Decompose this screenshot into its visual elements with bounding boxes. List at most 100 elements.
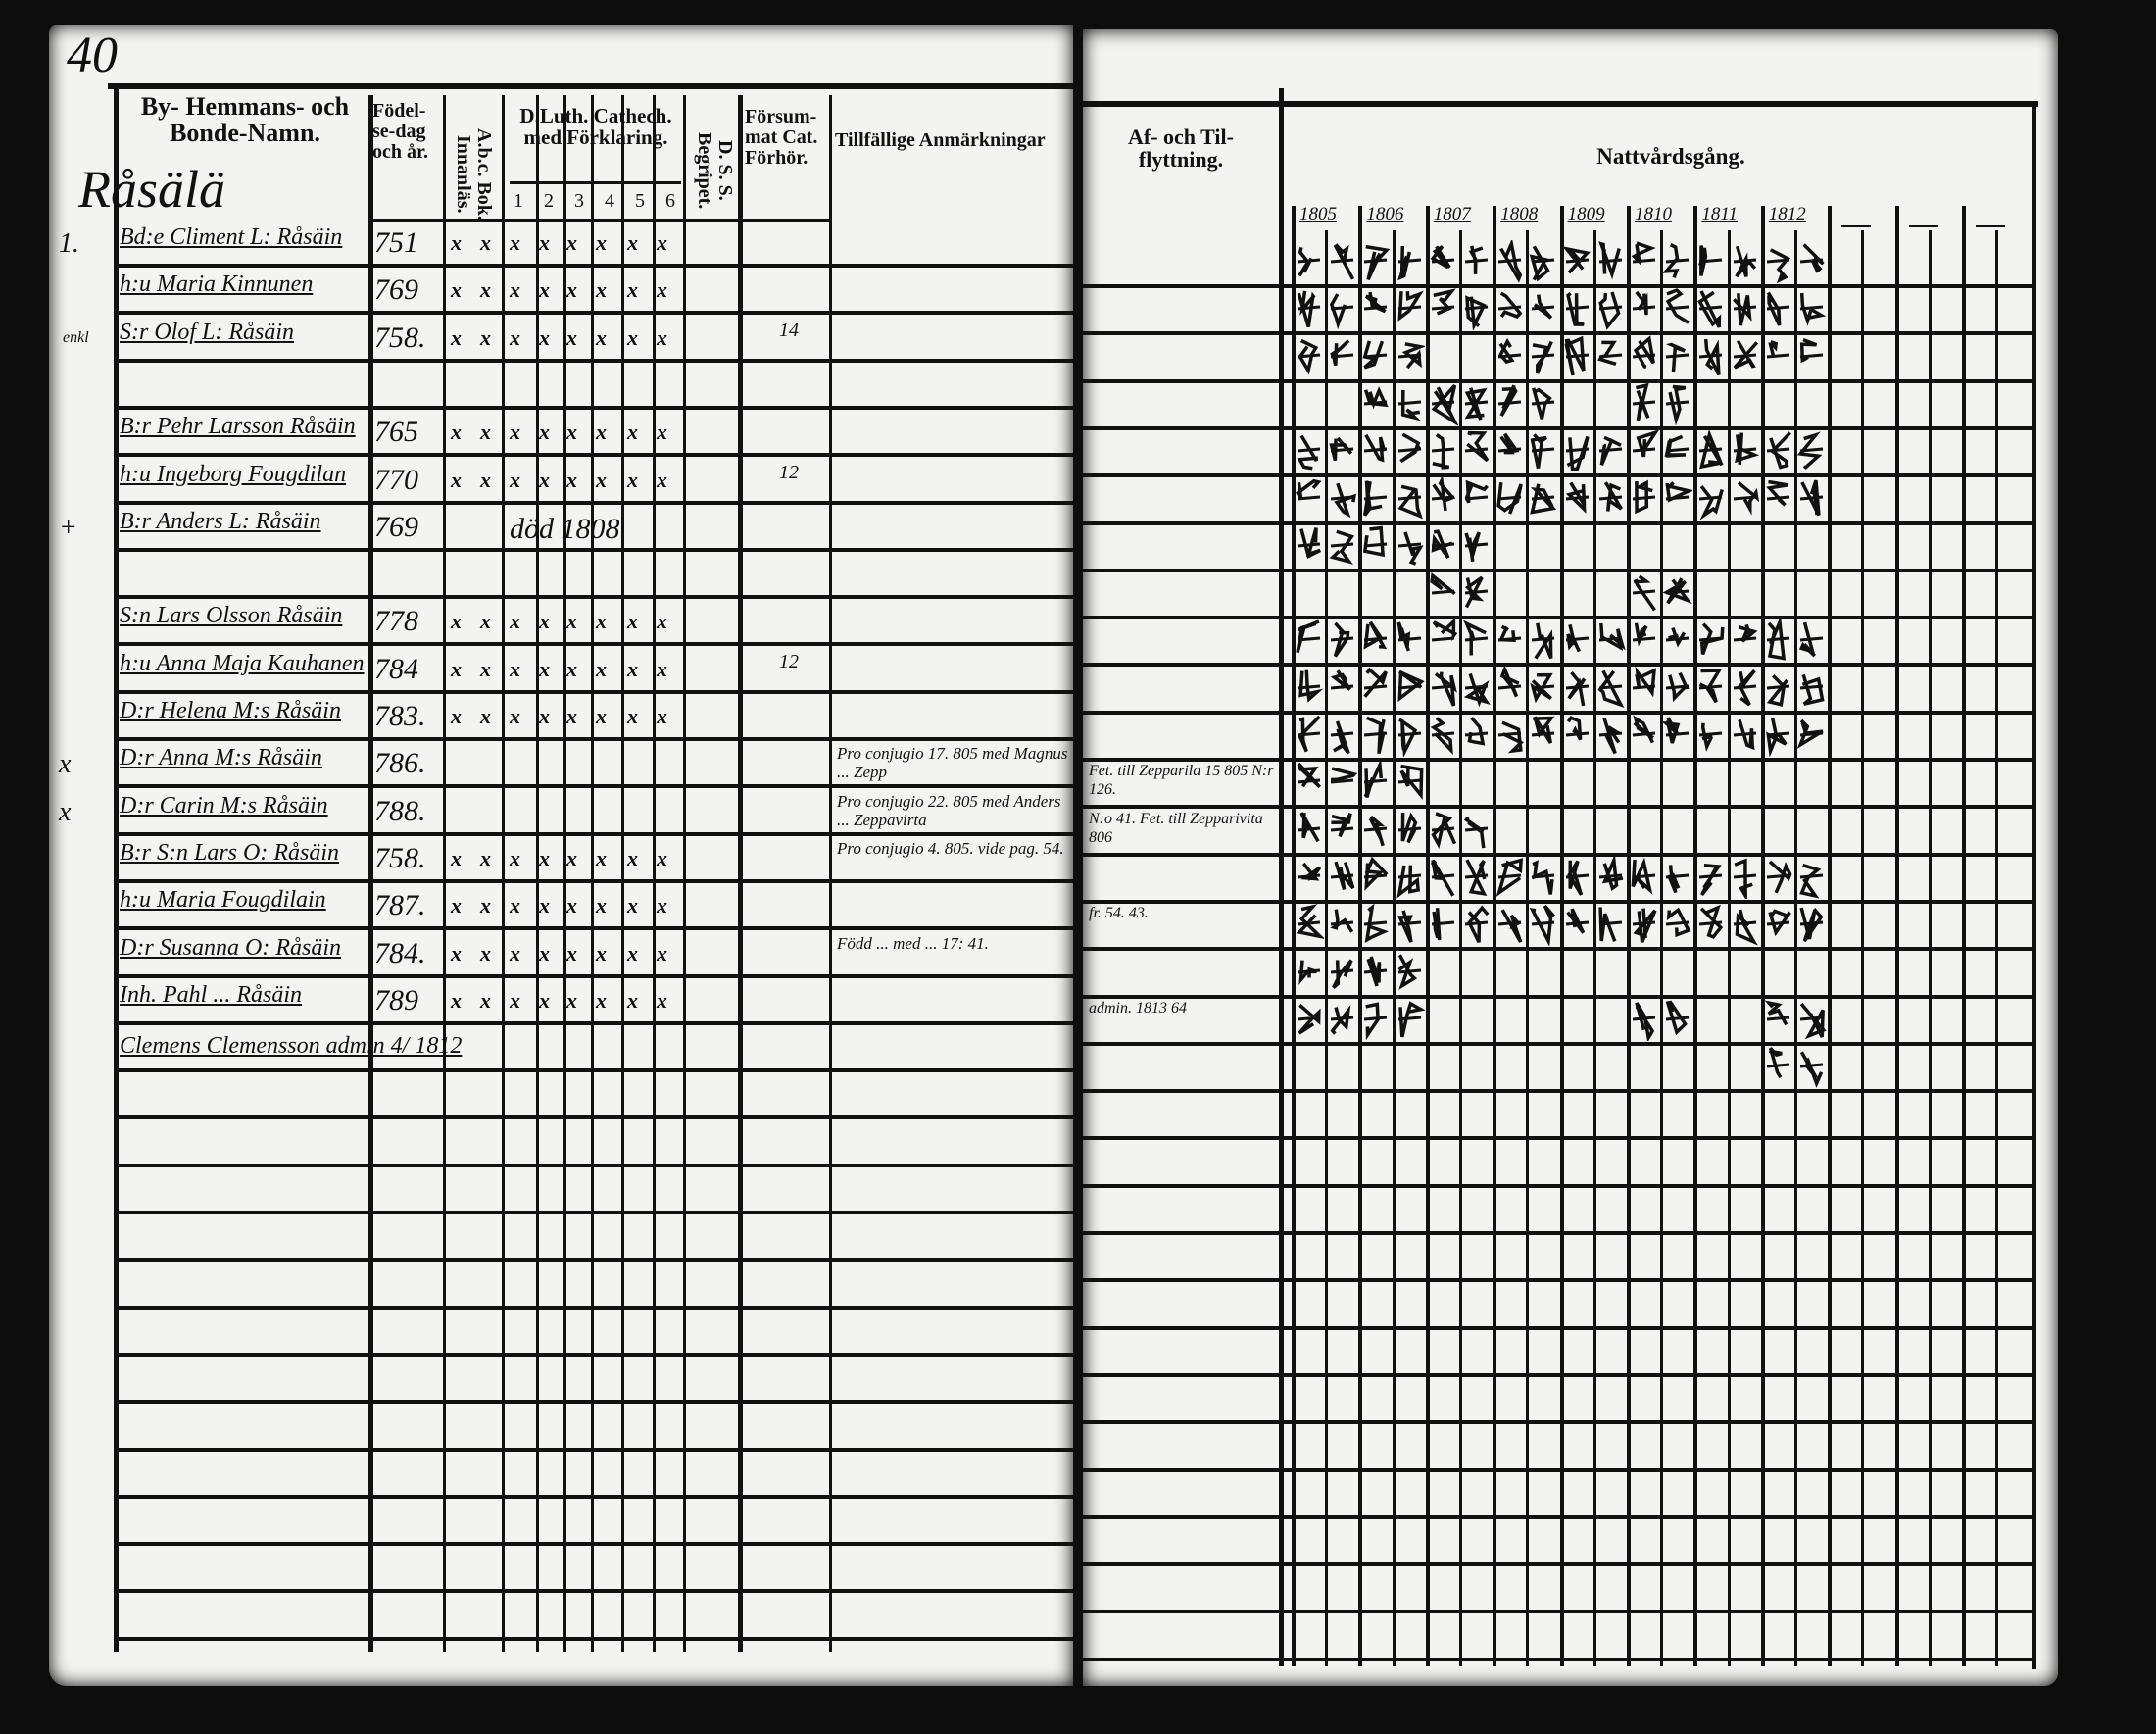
birth-year: 789 <box>374 983 418 1016</box>
communion-entry <box>1397 812 1421 843</box>
row-line <box>1083 378 2035 383</box>
row-line <box>1083 710 2035 715</box>
row-line <box>114 1589 1073 1594</box>
communion-entry <box>1396 484 1423 519</box>
year-line <box>1559 206 1564 1666</box>
column-line <box>591 95 594 1652</box>
reading-mark: x <box>596 987 607 1013</box>
reading-mark: x <box>627 940 638 966</box>
header-catechism: D.Luth. Cathech. med Förklaring. <box>519 104 672 150</box>
year-line <box>1425 206 1430 1666</box>
reading-mark: x <box>539 845 550 870</box>
communion-entry <box>1733 858 1756 899</box>
row-line <box>114 737 1073 741</box>
communion-entry <box>1530 433 1555 470</box>
communion-entry <box>1797 718 1824 749</box>
communion-entry <box>1396 910 1421 943</box>
row-line <box>1083 1467 2035 1472</box>
person-name: B:r Pehr Larsson Råsäin <box>120 414 356 440</box>
communion-entry <box>1766 339 1789 359</box>
communion-entry <box>1564 335 1589 375</box>
year-label: 1811 <box>1701 204 1738 224</box>
row-line <box>114 1352 1073 1357</box>
person-name: Bd:e Climent L: Råsäin <box>120 224 343 250</box>
communion-entry <box>1799 479 1824 516</box>
row-annotation: enkl <box>63 328 89 346</box>
communion-entry <box>1632 291 1656 316</box>
communion-entry <box>1396 865 1421 899</box>
communion-entry <box>1331 958 1354 989</box>
communion-entry <box>1397 531 1424 566</box>
header-communion: Nattvårdsgång. <box>1596 144 1745 169</box>
birth-year: 751 <box>374 226 418 259</box>
reading-mark: x <box>657 845 667 870</box>
communion-entry <box>1766 860 1792 894</box>
reading-mark: x <box>596 656 607 681</box>
communion-entry <box>1463 672 1491 708</box>
reading-mark: x <box>596 609 607 634</box>
row-line <box>114 784 1073 789</box>
row-line <box>1083 1278 2035 1283</box>
header-underline <box>368 219 829 222</box>
row-line <box>1083 663 2035 668</box>
person-name: D:r Helena M:s Råsäin <box>120 698 341 723</box>
missed-count: 12 <box>779 461 799 483</box>
year-label: 1809 <box>1567 204 1605 224</box>
communion-entry <box>1296 478 1322 500</box>
communion-entry <box>1598 907 1622 943</box>
communion-entry <box>1331 622 1354 658</box>
person-name: B:r S:n Lars O: Råsäin <box>120 839 340 866</box>
communion-entry <box>1397 432 1421 464</box>
communion-entry <box>1396 621 1421 652</box>
communion-entry <box>1799 1002 1827 1040</box>
communion-entry <box>1297 1003 1321 1035</box>
communion-entry <box>1431 433 1454 470</box>
communion-entry <box>1632 382 1656 421</box>
communion-entry <box>1331 243 1355 280</box>
communion-entry <box>1663 577 1692 605</box>
communion-entry <box>1733 480 1759 516</box>
reading-mark: x <box>596 420 607 445</box>
row-line <box>114 405 1073 410</box>
reading-mark: x <box>596 230 607 255</box>
header-missed: Försum-mat Cat. Förhör. <box>745 106 818 169</box>
communion-entry <box>1733 339 1758 370</box>
reading-mark: x <box>510 987 520 1013</box>
communion-entry <box>1331 720 1354 755</box>
communion-entry <box>1397 669 1425 702</box>
village-name: Råsälä <box>78 160 226 219</box>
communion-entry <box>1530 482 1557 515</box>
communion-entry <box>1464 479 1489 503</box>
year-blank-dash <box>1976 225 2005 227</box>
column-line <box>536 95 539 1652</box>
row-margin-mark: x <box>59 749 72 780</box>
move-entry: admin. 1813 64 <box>1089 999 1187 1016</box>
communion-entry <box>1598 717 1622 755</box>
reading-mark: x <box>510 609 520 634</box>
reading-mark: x <box>566 230 577 255</box>
birth-year: 769 <box>374 273 418 307</box>
reading-mark: x <box>539 940 550 966</box>
reading-mark: x <box>480 230 491 255</box>
communion-entry <box>1532 622 1555 660</box>
row-line <box>114 878 1073 883</box>
communion-entry <box>1530 672 1555 704</box>
communion-entry <box>1330 338 1354 366</box>
reading-mark: x <box>627 467 638 492</box>
header-top-line <box>1083 101 2038 107</box>
page-number: 40 <box>67 27 118 83</box>
communion-entry <box>1733 245 1756 278</box>
reading-mark: x <box>480 940 491 966</box>
reading-mark: x <box>657 467 667 492</box>
communion-entry <box>1297 338 1321 375</box>
communion-entry <box>1329 529 1355 565</box>
communion-entry <box>1632 334 1656 369</box>
reading-mark: x <box>510 704 520 728</box>
communion-entry <box>1498 337 1522 364</box>
reading-mark: x <box>539 324 550 350</box>
communion-entry <box>1364 292 1388 314</box>
communion-entry <box>1733 669 1756 707</box>
communion-entry <box>1297 763 1321 789</box>
column-line <box>653 95 656 1652</box>
communion-entry <box>1797 431 1824 471</box>
